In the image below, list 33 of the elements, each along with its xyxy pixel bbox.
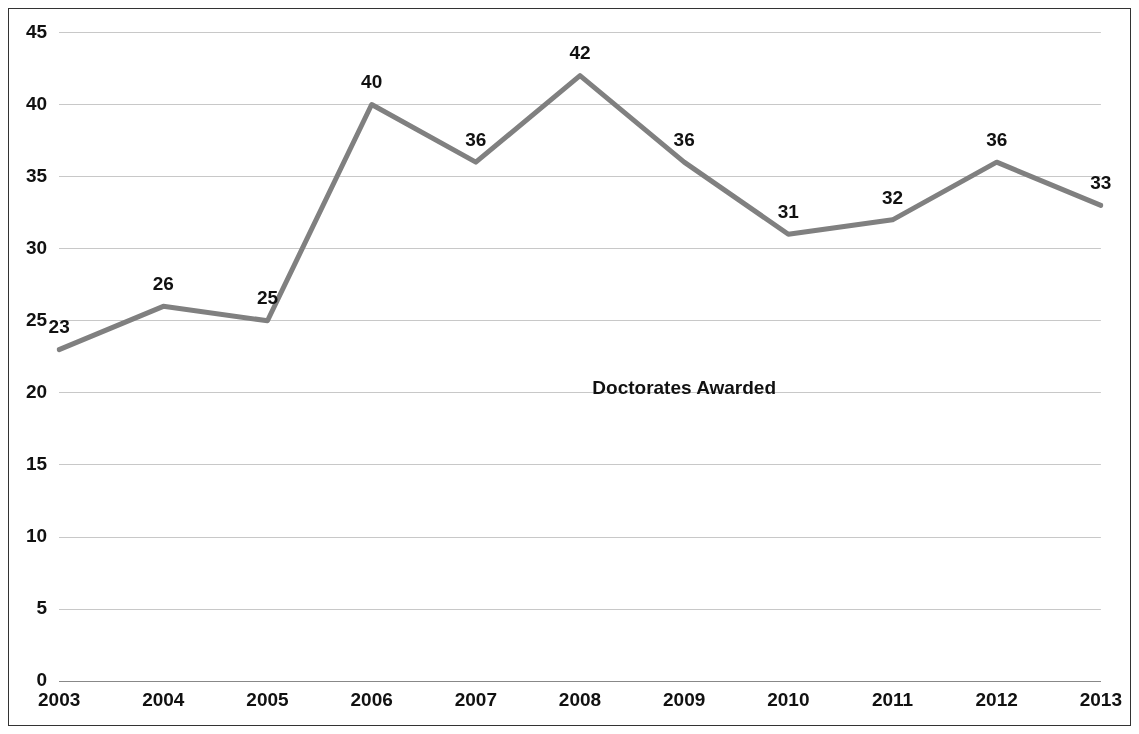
x-tick-label: 2008 [558, 688, 602, 710]
x-tick-label: 2006 [350, 688, 393, 710]
y-tick-label: 25 [25, 308, 48, 330]
data-label: 31 [777, 200, 800, 222]
y-tick-label: 30 [25, 236, 48, 258]
x-tick-label: 2003 [37, 688, 81, 710]
y-tick-label: 5 [36, 597, 48, 619]
x-tick-label: 2005 [246, 688, 290, 710]
x-tick-label: 2013 [1079, 688, 1123, 710]
data-label: 36 [986, 128, 1008, 150]
x-tick-label: 2012 [975, 688, 1018, 710]
data-label: 32 [881, 186, 904, 208]
data-label: 40 [361, 71, 383, 93]
y-tick-label: 15 [25, 453, 48, 475]
data-label: 25 [256, 287, 279, 309]
data-label: 36 [465, 128, 487, 150]
x-tick-label: 2010 [767, 688, 810, 710]
y-tick-label: 0 [36, 669, 48, 691]
data-label: 36 [673, 128, 695, 150]
y-tick-label: 10 [25, 525, 48, 547]
y-tick-label: 45 [25, 20, 48, 42]
x-tick-label: 2007 [454, 688, 497, 710]
data-label: 33 [1090, 172, 1112, 194]
y-tick-label: 40 [25, 92, 48, 114]
x-tick-label: 2011 [871, 688, 914, 710]
y-tick-label: 35 [25, 164, 48, 186]
data-label: 26 [152, 273, 174, 295]
data-label: 23 [48, 316, 70, 338]
data-label: 42 [569, 42, 591, 64]
x-tick-label: 2009 [663, 688, 706, 710]
y-tick-label: 20 [25, 381, 48, 403]
x-tick-label: 2004 [142, 688, 185, 710]
text: Doctorates Awarded [592, 377, 777, 399]
